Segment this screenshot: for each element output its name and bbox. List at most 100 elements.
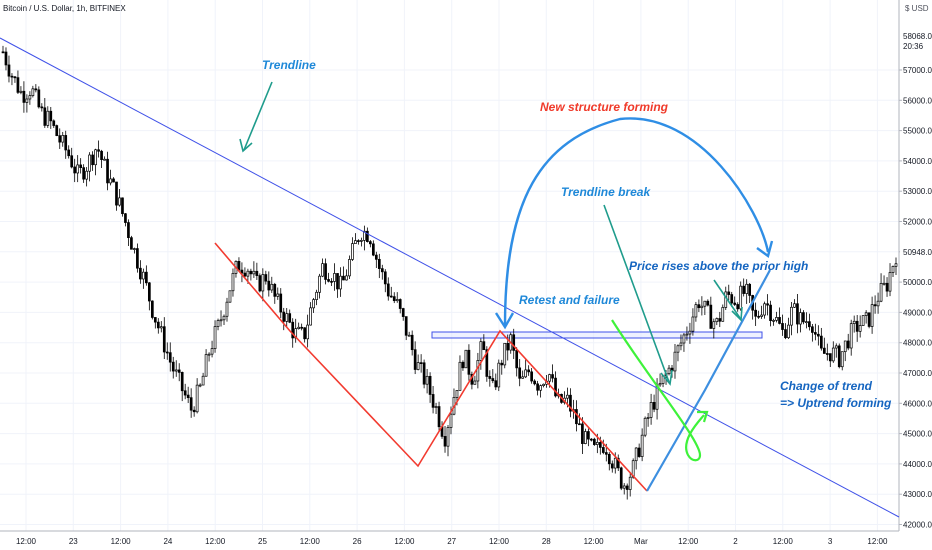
- candle-up: [318, 275, 321, 293]
- candle-up: [306, 324, 309, 340]
- candle-down: [485, 349, 489, 377]
- candle-up: [799, 312, 802, 325]
- candle-down: [837, 345, 841, 368]
- time-tick-label: 24: [163, 537, 172, 546]
- green-highlight-curve[interactable]: [611, 319, 705, 462]
- candle-up: [354, 240, 357, 244]
- candle-down: [180, 372, 184, 392]
- candle-down: [240, 269, 244, 274]
- candle-down: [491, 378, 495, 382]
- candle-down: [593, 438, 596, 445]
- currency-selector[interactable]: $ USD: [905, 4, 929, 13]
- candle-down: [494, 380, 498, 388]
- candle-down: [13, 76, 17, 79]
- candle-down: [802, 312, 805, 323]
- candle-up: [870, 304, 874, 327]
- candle-down: [130, 237, 133, 250]
- red-structure-line[interactable]: [214, 242, 648, 492]
- candle-up: [503, 342, 507, 366]
- price-tick-label: 43000.0: [903, 490, 932, 499]
- blue-structure-line[interactable]: [646, 269, 771, 492]
- candle-down: [488, 376, 492, 379]
- candle-down: [183, 390, 187, 396]
- candle-down: [569, 394, 572, 412]
- candle-down: [392, 296, 396, 302]
- candle-up: [222, 315, 226, 321]
- candle-up: [763, 303, 766, 316]
- candle-up: [133, 248, 136, 250]
- candle-up: [649, 402, 653, 418]
- candle-down: [112, 178, 115, 183]
- candle-down: [822, 347, 826, 354]
- candle-up: [28, 95, 32, 100]
- candle-down: [64, 135, 68, 151]
- candle-up: [312, 299, 315, 309]
- candle-down: [389, 295, 393, 298]
- grid-lines: [0, 0, 899, 531]
- candle-up: [85, 170, 88, 180]
- time-tick-label: 12:00: [205, 537, 226, 546]
- time-tick-label: 12:00: [489, 537, 510, 546]
- price-tick-label: 53000.0: [903, 187, 932, 196]
- candle-up: [584, 431, 587, 444]
- new-structure-arc[interactable]: [503, 117, 770, 326]
- price-rises-pointer-arrow: [713, 279, 741, 319]
- candle-down: [766, 303, 769, 306]
- candle-down: [150, 300, 154, 318]
- candle-down: [16, 77, 20, 93]
- candle-up: [246, 270, 250, 277]
- candle-down: [625, 485, 629, 490]
- candle-up: [345, 275, 348, 281]
- time-tick-label: 25: [258, 537, 267, 546]
- candle-up: [204, 354, 208, 377]
- candle-down: [816, 333, 820, 337]
- resistance-zone[interactable]: [431, 331, 763, 339]
- candle-down: [22, 90, 26, 103]
- candle-up: [198, 384, 202, 387]
- candle-up: [843, 340, 847, 353]
- candle-up: [94, 149, 97, 166]
- trendline[interactable]: [0, 37, 900, 518]
- candle-down: [742, 285, 746, 294]
- candle-down: [733, 302, 737, 305]
- candle-up: [667, 367, 671, 375]
- last-price-badge: 50948.0: [900, 246, 932, 258]
- candle-up: [309, 307, 312, 326]
- candle-down: [55, 125, 59, 136]
- candle-down: [165, 351, 169, 354]
- candle-up: [360, 240, 363, 242]
- candle-down: [515, 350, 519, 369]
- candle-down: [811, 326, 814, 333]
- candle-up: [159, 326, 163, 329]
- candle-down: [401, 308, 405, 317]
- candle-down: [273, 283, 277, 297]
- candle-down: [554, 377, 557, 397]
- time-axis[interactable]: 12:00 23 12:00 24 12:00 25 12:00 26 12:00 27 12:00…: [16, 537, 888, 546]
- candle-down: [171, 361, 175, 372]
- candle-up: [76, 164, 80, 174]
- candle-down: [706, 300, 710, 306]
- candle-up: [852, 320, 856, 324]
- time-tick-label: 12:00: [394, 537, 415, 546]
- candle-down: [67, 149, 71, 157]
- candle-down: [461, 361, 465, 369]
- annotation-retest: Retest and failure: [519, 293, 620, 307]
- candle-up: [539, 385, 542, 391]
- candle-down: [70, 155, 74, 168]
- candle-up: [252, 270, 256, 275]
- candle-up: [348, 259, 351, 277]
- time-tick-label: 12:00: [16, 537, 37, 546]
- candle-up: [351, 243, 354, 260]
- candle-up: [548, 374, 551, 382]
- time-tick-label: 12:00: [111, 537, 132, 546]
- candle-up: [694, 304, 698, 318]
- candle-down: [124, 213, 127, 223]
- time-tick-label: Mar: [634, 537, 648, 546]
- price-tick-label: 42000.0: [903, 521, 932, 530]
- time-tick-label: 12:00: [773, 537, 794, 546]
- candle-down: [291, 321, 295, 339]
- candle-down: [43, 107, 47, 126]
- time-tick-label: 12:00: [300, 537, 321, 546]
- candle-up: [88, 154, 91, 172]
